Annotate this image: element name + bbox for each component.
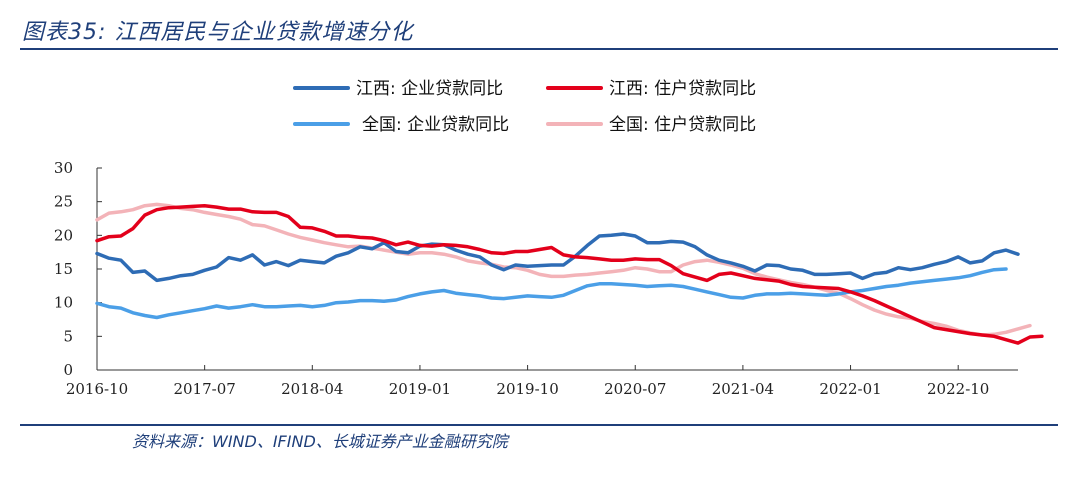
chart-title: 图表35: 江西居民与企业贷款增速分化 — [22, 20, 414, 45]
x-tick-label: 2021-04 — [712, 380, 774, 398]
x-tick-label: 2018-04 — [281, 380, 343, 398]
x-tick-label: 2022-01 — [819, 380, 881, 398]
legend-label: 全国: 企业贷款同比 — [362, 115, 509, 135]
y-tick-label: 20 — [54, 226, 73, 244]
y-tick-label: 0 — [63, 361, 73, 379]
y-tick-label: 30 — [54, 159, 73, 177]
y-tick-label: 5 — [63, 327, 73, 345]
x-tick-label: 2019-10 — [496, 380, 558, 398]
series-line — [95, 202, 1032, 337]
title-rule — [20, 48, 1058, 50]
x-tick-label: 2019-01 — [389, 380, 451, 398]
series-line — [95, 203, 1044, 345]
y-tick-label: 10 — [54, 294, 73, 312]
x-tick-label: 2016-10 — [66, 380, 128, 398]
series-line — [95, 232, 1020, 283]
x-tick-label: 2022-10 — [927, 380, 989, 398]
y-tick-label: 15 — [54, 260, 73, 278]
legend-label: 江西: 住户贷款同比 — [609, 79, 756, 99]
axes: 0 5 10 15 20 25 30 2016-10 2017-07 2018-04 2019-01… — [54, 159, 1018, 398]
y-tick-label: 25 — [54, 193, 73, 211]
series-lines — [95, 202, 1044, 345]
source-rule — [20, 424, 1058, 426]
x-tick-label: 2017-07 — [173, 380, 235, 398]
legend-label: 全国: 住户贷款同比 — [609, 115, 756, 135]
source-note: 资料来源：WIND、IFIND、长城证券产业金融研究院 — [132, 432, 508, 451]
legend-label: 江西: 企业贷款同比 — [356, 79, 503, 99]
x-tick-label: 2020-07 — [604, 380, 666, 398]
